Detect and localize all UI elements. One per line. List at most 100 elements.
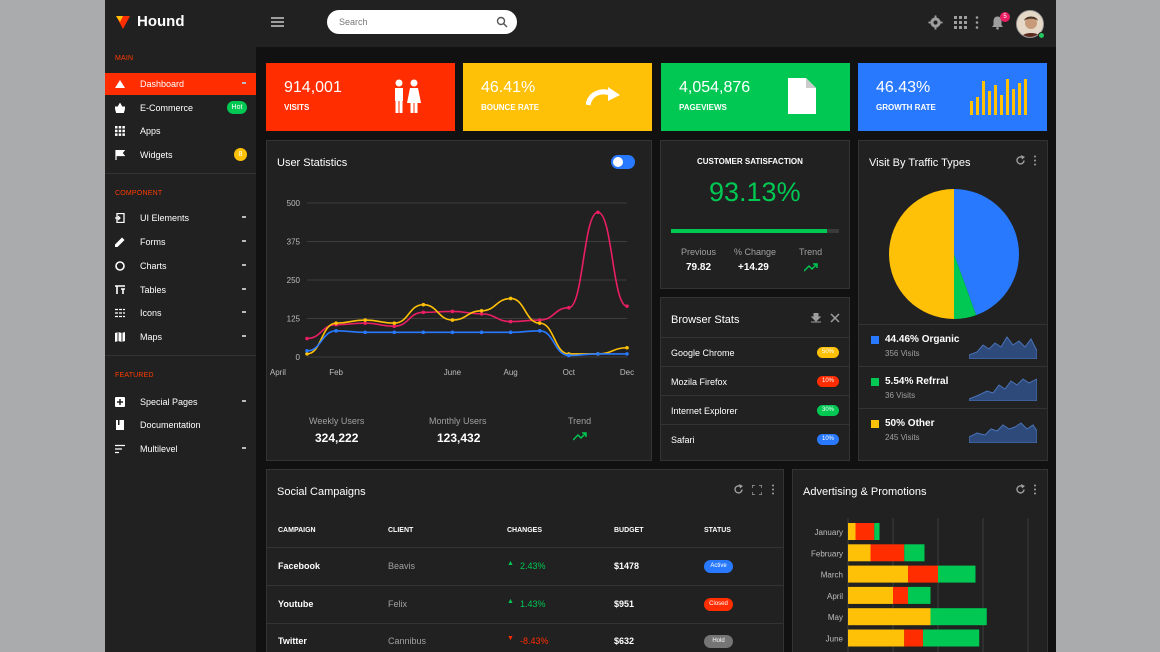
sidebar-item-tables[interactable]: Tables: [105, 279, 256, 301]
map-icon: [115, 332, 125, 342]
status-badge: Closed: [704, 598, 733, 611]
sidebar-item-special-pages[interactable]: Special Pages: [105, 391, 256, 413]
bar-segment: [908, 586, 931, 604]
stat-card-visits[interactable]: 914,001 VISITS: [266, 63, 455, 131]
column-header: CAMPAIGN: [278, 527, 316, 534]
column-header: BUDGET: [614, 527, 644, 534]
chevron-icon: [242, 311, 246, 313]
traffic-label: 5.54% Refrral: [885, 376, 949, 387]
social-campaigns-card: Social Campaigns CAMPAIGN CLIENT CHANGES…: [266, 469, 784, 652]
sidebar-item-documentation[interactable]: Documentation: [105, 414, 256, 436]
chevron-icon: [242, 335, 246, 337]
data-point: [421, 302, 426, 307]
change-value: 1.43%: [520, 599, 546, 609]
data-point: [334, 329, 338, 333]
sidebar-divider: [105, 355, 256, 356]
data-point: [363, 321, 367, 325]
search-input[interactable]: [327, 10, 487, 34]
book-icon: [116, 420, 124, 430]
sidebar-item-forms[interactable]: Forms: [105, 231, 256, 253]
dashboard-icon: [115, 80, 125, 88]
more-vertical-icon[interactable]: [973, 15, 981, 30]
sidebar-item-charts[interactable]: Charts: [105, 255, 256, 277]
stat-card-bounce-rate[interactable]: 46.41% BOUNCE RATE: [463, 63, 652, 131]
settings-gear-icon[interactable]: [928, 15, 943, 30]
user-statistics-line-chart: 0 125 250 375 500 Feb April June Aug Oct Dec: [270, 199, 634, 377]
data-point: [421, 310, 426, 315]
browser-stats-card: Browser Stats Google Chrome 50% Mozila F…: [660, 297, 850, 461]
sidebar-item-ui-elements[interactable]: UI Elements: [105, 207, 256, 229]
data-point: [305, 352, 309, 356]
logo[interactable]: Hound: [115, 13, 184, 30]
traffic-sub: 36 Visits: [885, 391, 916, 400]
satisfaction-progress-track: [671, 229, 839, 233]
refresh-icon[interactable]: [1015, 484, 1026, 495]
stat-card-pageviews[interactable]: 4,054,876 PAGEVIEWS: [661, 63, 850, 131]
close-icon[interactable]: [830, 313, 840, 323]
column-header: CHANGES: [507, 527, 543, 534]
stat-label: GROWTH RATE: [876, 103, 936, 112]
previous-label: Previous: [681, 247, 717, 257]
table-divider: [267, 547, 783, 548]
browser-row-firefox: Mozila Firefox 10%: [661, 366, 849, 395]
stat-label: BOUNCE RATE: [481, 103, 540, 112]
bar-segment: [848, 586, 893, 604]
toggle-switch[interactable]: [611, 155, 635, 169]
trend-label: Trend: [799, 247, 823, 257]
y-tick-label: 250: [287, 276, 301, 285]
sidebar-item-label: Dashboard: [140, 79, 185, 89]
traffic-sub: 245 Visits: [885, 433, 920, 442]
card-title: Social Campaigns: [277, 486, 366, 498]
advertising-bar-chart: January February March April May June: [811, 518, 1029, 652]
more-vertical-icon[interactable]: [1033, 155, 1037, 166]
card-title: Browser Stats: [671, 314, 740, 326]
browser-share-badge: 10%: [817, 434, 839, 445]
sidebar-item-widgets[interactable]: Widgets 8: [105, 144, 256, 166]
refresh-icon[interactable]: [733, 484, 744, 495]
sidebar-item-label: Widgets: [140, 150, 173, 160]
sidebar-item-icons[interactable]: Icons: [105, 302, 256, 324]
fullscreen-icon[interactable]: [752, 485, 762, 495]
data-point: [537, 321, 542, 325]
stat-card-growth-rate[interactable]: 46.43% GROWTH RATE: [858, 63, 1047, 131]
hamburger-menu-icon[interactable]: [271, 17, 284, 27]
sidebar-item-apps[interactable]: Apps: [105, 120, 256, 142]
flag-icon: [115, 150, 125, 160]
basket-icon: [115, 103, 125, 113]
hound-logo-icon: [116, 15, 130, 29]
budget-value: $1478: [614, 561, 640, 571]
apps-grid-icon[interactable]: [953, 15, 968, 30]
data-point: [625, 352, 629, 356]
pie-slice: [954, 189, 1019, 316]
sidebar-item-ecommerce[interactable]: E-Commerce Hot: [105, 97, 256, 119]
chevron-icon: [242, 216, 246, 218]
x-tick-label: April: [270, 368, 286, 377]
apps-icon: [115, 126, 125, 136]
more-vertical-icon[interactable]: [1033, 484, 1037, 495]
sidebar-item-multilevel[interactable]: Multilevel: [105, 438, 256, 460]
data-point: [479, 312, 484, 316]
traffic-types-card: Visit By Traffic Types 44.46% Organic 35…: [858, 140, 1048, 461]
sidebar-item-label: Icons: [140, 308, 162, 318]
bar-segment: [908, 565, 938, 583]
sidebar-item-label: Tables: [140, 285, 167, 295]
search-icon[interactable]: [496, 16, 508, 28]
refresh-icon[interactable]: [1015, 155, 1026, 166]
section-title-featured: FEATURED: [115, 372, 154, 379]
browser-row-safari: Safari 10%: [661, 424, 849, 453]
sidebar-item-maps[interactable]: Maps: [105, 326, 256, 348]
series-line: [306, 330, 627, 357]
sidebar-item-dashboard[interactable]: Dashboard: [105, 73, 256, 95]
table-icon: [115, 285, 125, 294]
traffic-pie-chart: [889, 189, 1019, 319]
sidebar-item-label: Apps: [140, 126, 161, 136]
chevron-icon: [242, 400, 246, 402]
data-point: [450, 318, 455, 322]
data-point: [363, 318, 367, 322]
browser-row-chrome: Google Chrome 50%: [661, 337, 849, 366]
download-icon[interactable]: [811, 313, 821, 323]
x-tick-label: Oct: [563, 368, 576, 377]
more-vertical-icon[interactable]: [771, 484, 775, 495]
bar-segment: [930, 608, 987, 626]
circle-chart-icon: [115, 261, 125, 271]
